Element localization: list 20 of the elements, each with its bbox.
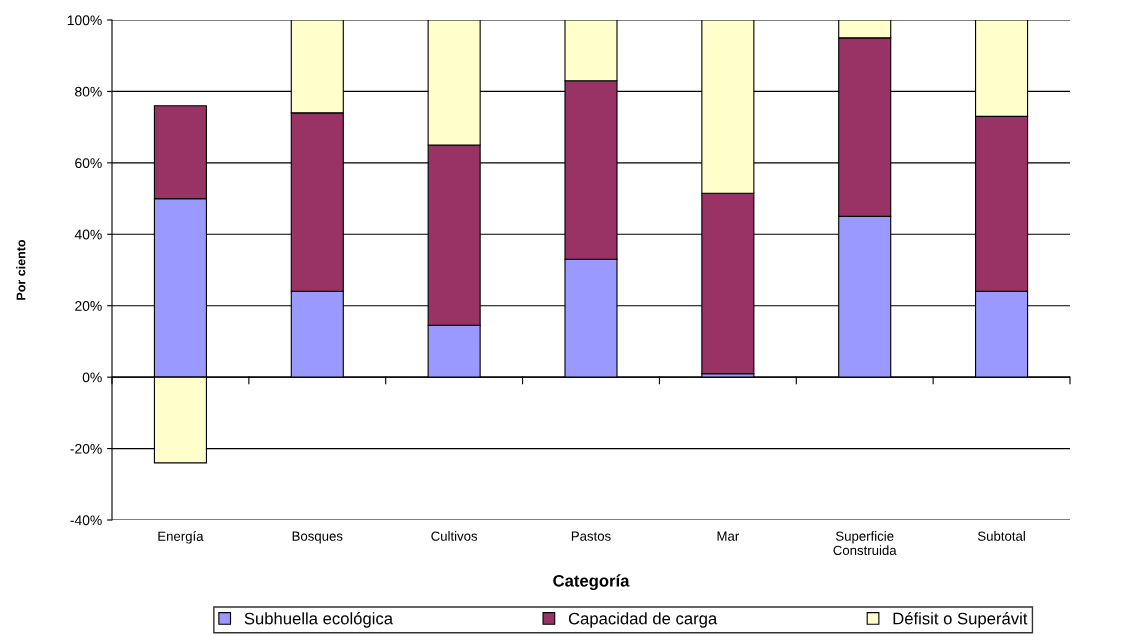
x-tick-label: Cultivos xyxy=(431,531,478,541)
y-tick-label: -40% xyxy=(70,515,102,526)
legend-label: Défisit o Superávit xyxy=(893,612,1028,628)
y-tick-label: 40% xyxy=(74,229,102,240)
y-tick-label: 0% xyxy=(82,372,102,383)
legend-label: Capacidad de carga xyxy=(568,612,718,628)
y-tick-label: 100% xyxy=(67,15,102,26)
y-tick-label: 20% xyxy=(75,301,102,311)
x-tick-label: Bosques xyxy=(292,531,343,544)
y-tick-label: -20% xyxy=(70,443,102,454)
x-tick-label: Mar xyxy=(717,531,739,541)
y-tick-label: 60% xyxy=(75,158,102,169)
x-tick-label: Superficie Construida xyxy=(833,531,897,556)
x-tick-label: Subtotal xyxy=(977,531,1025,541)
x-tick-label: Energía xyxy=(158,531,204,544)
legend-label: Subhuella ecológica xyxy=(244,612,394,628)
y-axis-title: Por ciento xyxy=(16,239,26,300)
y-tick-label: 80% xyxy=(75,86,102,97)
x-tick-label: Pastos xyxy=(571,531,611,541)
x-axis-title: Categoría xyxy=(553,574,630,591)
